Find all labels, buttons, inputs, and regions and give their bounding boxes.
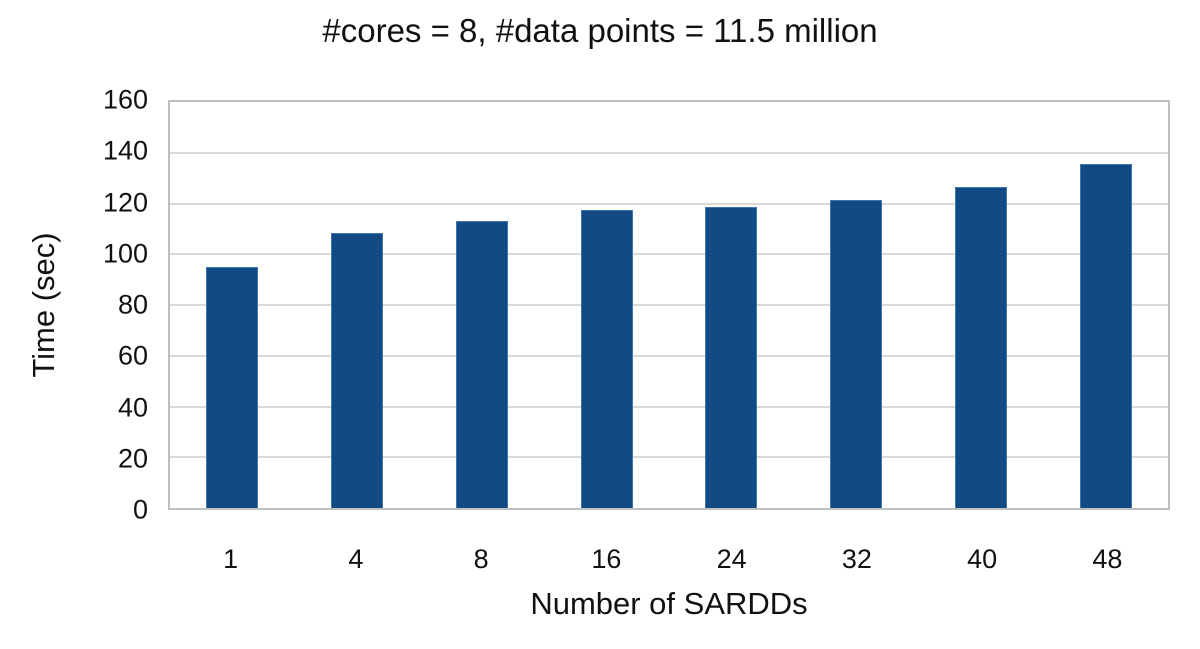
y-tick-label: 100 bbox=[102, 238, 148, 269]
gridline bbox=[170, 405, 1168, 408]
y-tick-label: 40 bbox=[117, 392, 148, 422]
bar bbox=[830, 199, 883, 508]
gridline bbox=[170, 456, 1168, 459]
x-tick-label: 40 bbox=[967, 544, 998, 574]
gridline bbox=[170, 354, 1168, 357]
y-tick-label: 0 bbox=[132, 494, 148, 525]
bar bbox=[1079, 164, 1132, 508]
bar bbox=[206, 266, 259, 508]
x-axis-tick-labels: 1 4 8 16 24 32 40 48 bbox=[168, 546, 1170, 576]
plot-area bbox=[168, 100, 1170, 510]
x-tick-label: 1 bbox=[223, 544, 239, 574]
x-tick-label: 24 bbox=[716, 544, 747, 574]
chart-title: #cores = 8, #data points = 11.5 million bbox=[322, 12, 878, 49]
x-tick-label: 4 bbox=[348, 544, 364, 574]
bar bbox=[705, 207, 758, 508]
bar bbox=[580, 209, 633, 508]
bar bbox=[455, 221, 508, 508]
x-axis-title: Number of SARDDs bbox=[530, 586, 808, 621]
gridline bbox=[170, 202, 1168, 205]
y-tick-label: 160 bbox=[102, 84, 148, 115]
bar bbox=[954, 187, 1007, 508]
x-tick-label: 32 bbox=[841, 544, 872, 574]
x-tick-label: 8 bbox=[473, 544, 489, 574]
x-tick-label: 16 bbox=[591, 544, 622, 574]
gridline bbox=[170, 253, 1168, 256]
y-tick-label: 80 bbox=[117, 289, 148, 320]
x-tick-label: 48 bbox=[1092, 544, 1123, 574]
y-axis-tick-labels: 0 20 40 60 80 100 120 140 160 bbox=[0, 86, 148, 523]
y-tick-label: 20 bbox=[117, 443, 148, 474]
y-tick-label: 140 bbox=[102, 135, 148, 166]
gridline bbox=[170, 304, 1168, 306]
gridline bbox=[170, 151, 1168, 154]
y-tick-label: 60 bbox=[117, 340, 148, 371]
bar bbox=[331, 232, 384, 508]
y-tick-label: 120 bbox=[102, 187, 148, 217]
